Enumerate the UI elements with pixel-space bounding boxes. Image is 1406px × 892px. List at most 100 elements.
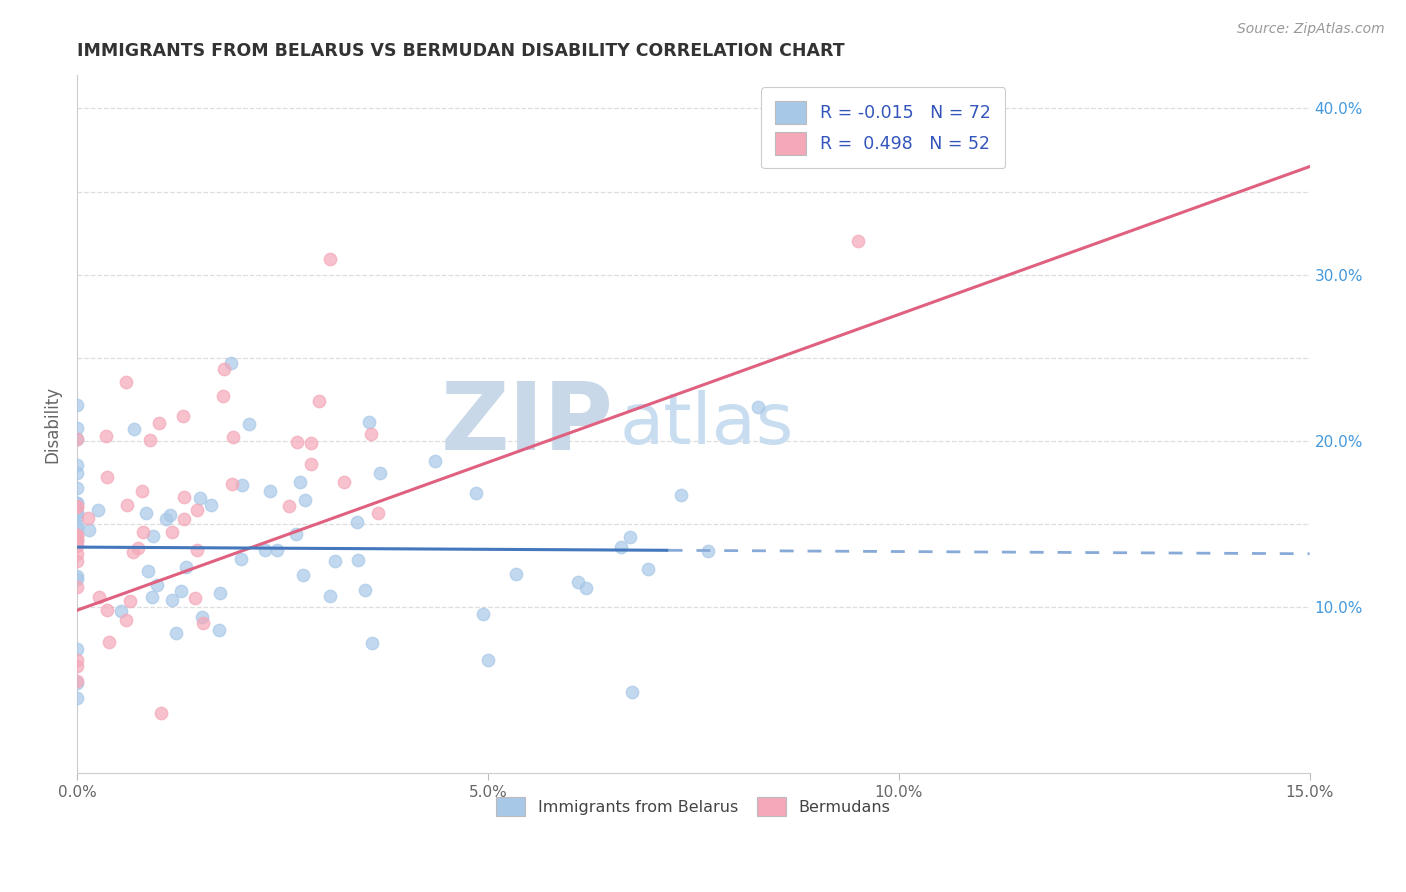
Point xyxy=(292,568,315,582)
Point xyxy=(66,547,89,561)
Point xyxy=(131,524,153,539)
Point xyxy=(66,466,89,480)
Point xyxy=(135,507,157,521)
Point xyxy=(346,515,368,529)
Point xyxy=(66,506,89,520)
Point xyxy=(66,572,89,586)
Point xyxy=(266,543,288,558)
Point xyxy=(846,235,869,249)
Point xyxy=(188,491,211,506)
Point xyxy=(66,539,89,553)
Point xyxy=(66,432,89,446)
Point xyxy=(567,575,589,590)
Point xyxy=(172,409,194,424)
Point xyxy=(464,485,486,500)
Point xyxy=(66,521,89,535)
Point xyxy=(142,529,165,543)
Point xyxy=(505,567,527,582)
Point xyxy=(120,594,142,608)
Point xyxy=(131,483,153,498)
Point xyxy=(191,610,214,624)
Point xyxy=(66,676,89,690)
Point xyxy=(141,590,163,604)
Point xyxy=(294,493,316,508)
Point xyxy=(477,653,499,667)
Point xyxy=(285,435,308,450)
Point xyxy=(66,554,89,568)
Point xyxy=(66,673,89,688)
Point xyxy=(170,583,193,598)
Point xyxy=(610,540,633,554)
Point xyxy=(208,586,231,600)
Point xyxy=(110,604,132,618)
Point xyxy=(621,685,644,699)
Point xyxy=(747,400,769,414)
Point xyxy=(155,512,177,526)
Point xyxy=(66,580,89,594)
Point xyxy=(159,508,181,522)
Point xyxy=(221,477,243,491)
Point xyxy=(186,502,208,516)
Point xyxy=(66,458,89,472)
Point xyxy=(66,500,89,514)
Point xyxy=(66,659,89,673)
Point xyxy=(207,623,229,637)
Y-axis label: Disability: Disability xyxy=(44,385,60,463)
Point xyxy=(231,552,253,566)
Point xyxy=(318,589,340,603)
Point xyxy=(357,416,380,430)
Point xyxy=(115,613,138,627)
Point xyxy=(115,498,138,512)
Point xyxy=(368,466,391,480)
Point xyxy=(139,433,162,447)
Point xyxy=(165,626,187,640)
Point xyxy=(66,528,89,542)
Point xyxy=(66,496,89,510)
Point xyxy=(96,469,118,483)
Point xyxy=(122,421,145,435)
Point xyxy=(333,475,356,490)
Point xyxy=(285,526,308,541)
Point xyxy=(319,252,342,266)
Text: IMMIGRANTS FROM BELARUS VS BERMUDAN DISABILITY CORRELATION CHART: IMMIGRANTS FROM BELARUS VS BERMUDAN DISA… xyxy=(77,42,845,60)
Point xyxy=(301,436,323,450)
Point xyxy=(191,615,214,630)
Point xyxy=(115,375,138,389)
Point xyxy=(121,544,143,558)
Point xyxy=(66,505,89,519)
Point xyxy=(66,420,89,434)
Point xyxy=(184,591,207,606)
Point xyxy=(136,564,159,578)
Point xyxy=(238,417,260,431)
Point xyxy=(212,389,235,403)
Point xyxy=(162,593,184,607)
Point xyxy=(87,590,110,604)
Point xyxy=(96,603,118,617)
Point xyxy=(66,432,89,446)
Text: Source: ZipAtlas.com: Source: ZipAtlas.com xyxy=(1237,22,1385,37)
Point xyxy=(66,517,89,532)
Point xyxy=(97,635,120,649)
Point xyxy=(66,534,89,549)
Point xyxy=(231,478,253,492)
Point xyxy=(66,532,89,546)
Point xyxy=(66,528,89,542)
Point xyxy=(671,488,693,502)
Point xyxy=(66,481,89,495)
Point xyxy=(367,506,389,520)
Point xyxy=(162,524,184,539)
Point xyxy=(259,483,281,498)
Point xyxy=(148,416,170,430)
Point xyxy=(66,500,89,514)
Point xyxy=(66,533,89,547)
Point xyxy=(253,543,276,558)
Point xyxy=(86,503,108,517)
Point xyxy=(637,562,659,576)
Point xyxy=(575,581,598,595)
Point xyxy=(174,560,197,574)
Point xyxy=(361,636,384,650)
Point xyxy=(66,653,89,667)
Point xyxy=(360,426,382,441)
Point xyxy=(173,490,195,504)
Point xyxy=(66,496,89,510)
